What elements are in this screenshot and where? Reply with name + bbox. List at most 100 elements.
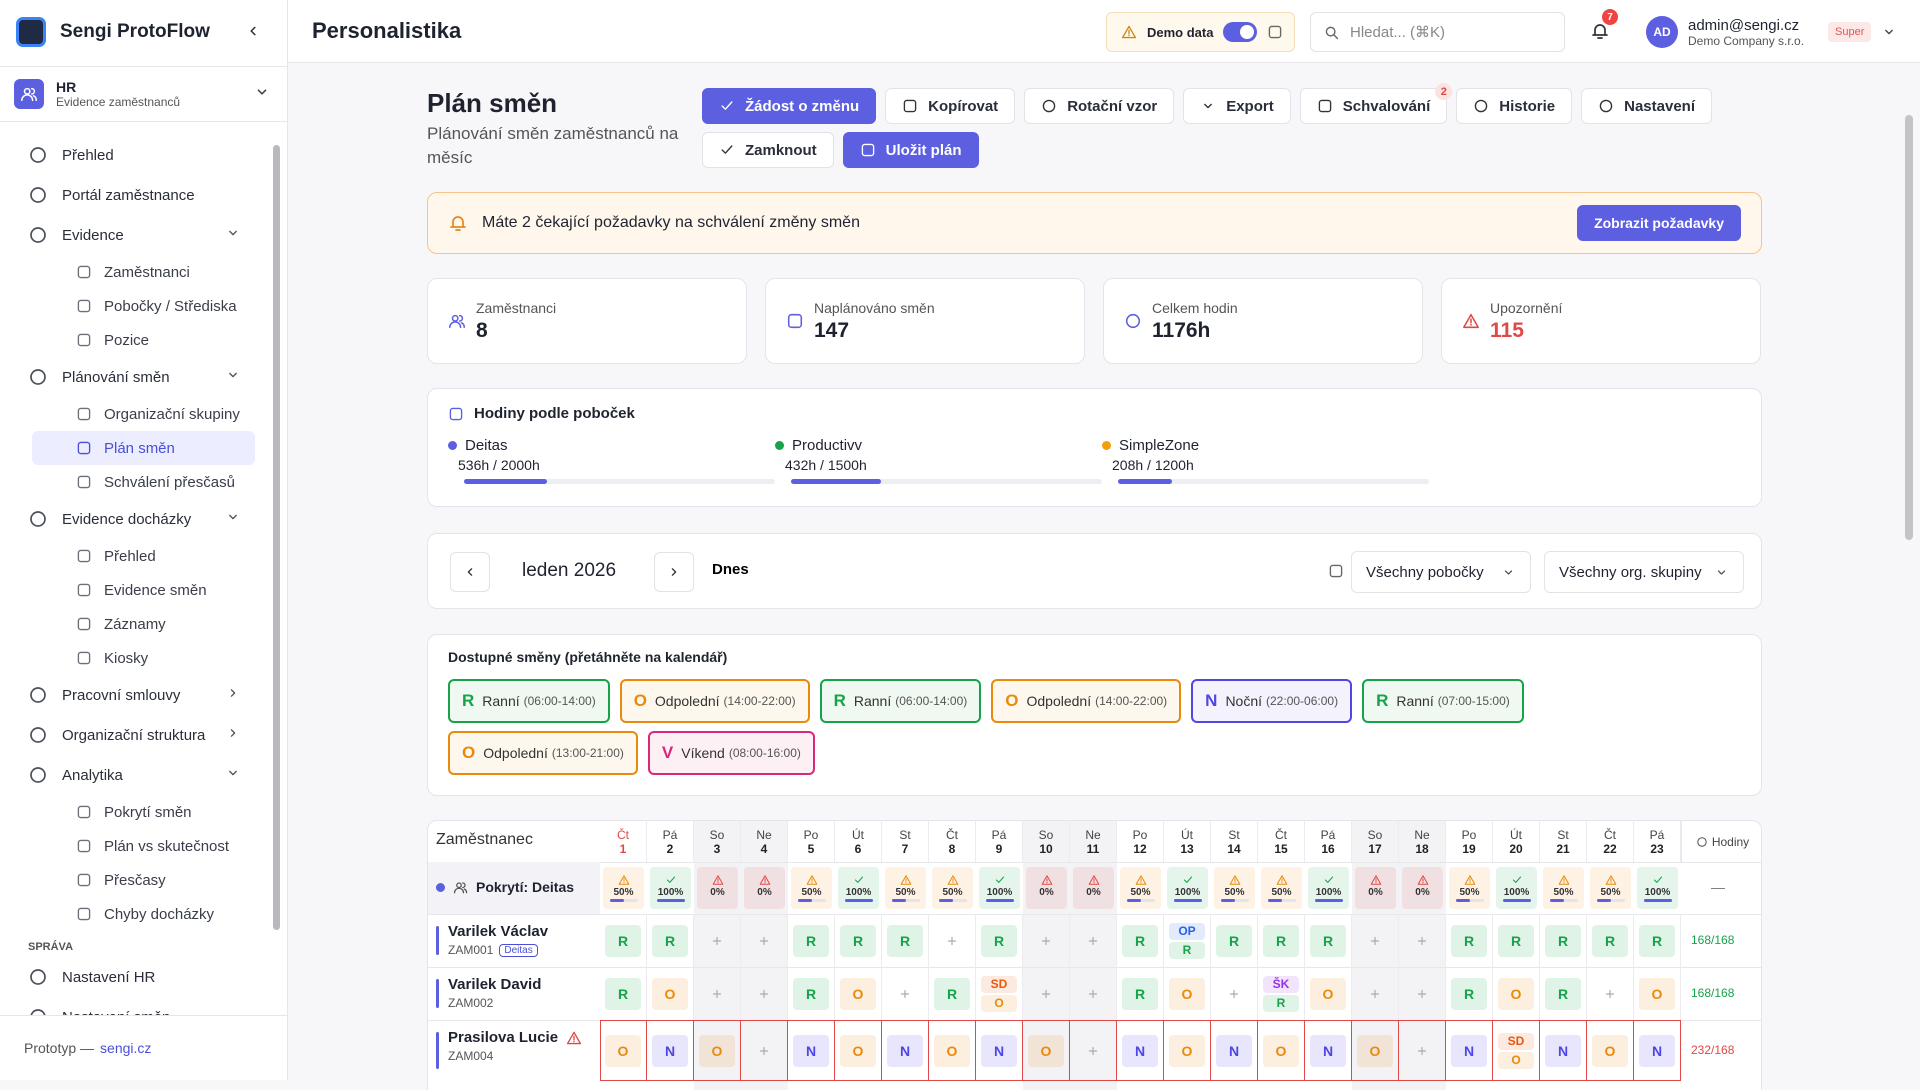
nav-item[interactable]: Plánování směn [0, 357, 287, 397]
nav-item[interactable]: Přehled [0, 135, 287, 175]
shift-chip[interactable]: O Odpolední (13:00-21:00) [448, 731, 638, 775]
nav-subitem[interactable]: Plán vs skutečnost [32, 829, 255, 863]
shift-cell[interactable]: O [1634, 967, 1681, 1020]
month-nav-button[interactable] [450, 552, 490, 592]
action-button[interactable]: Kopírovat [885, 88, 1016, 124]
shift-cell[interactable] [741, 967, 788, 1020]
nav-item[interactable]: Nastavení HR [0, 957, 287, 997]
shift-cell[interactable]: R [1587, 914, 1634, 967]
action-button[interactable]: Schvalování 2 [1299, 83, 1453, 124]
shift-cell[interactable]: R [1446, 967, 1493, 1020]
shift-cell[interactable]: R [1117, 914, 1164, 967]
shift-cell[interactable]: O [1258, 1020, 1305, 1081]
filter-select[interactable]: Všechny org. skupiny [1544, 551, 1744, 593]
shift-cell[interactable]: R [1540, 914, 1587, 967]
nav-item[interactable]: Evidence docházky [0, 499, 287, 539]
shift-cell[interactable]: R [1493, 914, 1540, 967]
shift-cell[interactable] [694, 967, 741, 1020]
shift-cell[interactable]: R [788, 914, 835, 967]
shift-cell[interactable]: R [788, 967, 835, 1020]
shift-cell[interactable] [1211, 967, 1258, 1020]
nav-item[interactable]: Nastavení směn [0, 997, 287, 1015]
alert-button[interactable]: Zobrazit požadavky [1577, 205, 1741, 241]
nav-subitem[interactable]: Zaměstnanci [32, 255, 255, 289]
shift-cell[interactable] [1070, 967, 1117, 1020]
shift-cell[interactable] [1399, 914, 1446, 967]
shift-cell[interactable] [694, 914, 741, 967]
nav-item[interactable]: Pracovní smlouvy [0, 675, 287, 715]
shift-cell[interactable]: SD O [976, 967, 1023, 1020]
shift-chip[interactable]: R Ranní (06:00-14:00) [819, 679, 982, 723]
nav-subitem[interactable]: Schválení přesčasů [32, 465, 255, 499]
notifications[interactable]: 7 [1590, 9, 1618, 46]
shift-cell[interactable]: O [1493, 967, 1540, 1020]
search-box[interactable]: Hledat... (⌘K) [1310, 12, 1565, 52]
shift-cell[interactable]: R [1305, 914, 1352, 967]
action-button[interactable]: Zamknout [702, 132, 834, 168]
shift-chip[interactable]: O Odpolední (14:00-22:00) [991, 679, 1182, 723]
shift-chip[interactable]: R Ranní (06:00-14:00) [448, 679, 610, 723]
shift-cell[interactable] [1352, 914, 1399, 967]
shift-cell[interactable]: N [1305, 1020, 1352, 1081]
user-menu[interactable]: AD admin@sengi.cz Demo Company s.r.o. Super [1646, 14, 1897, 50]
shift-cell[interactable]: R [882, 914, 929, 967]
action-button[interactable]: Nastavení [1581, 88, 1712, 124]
collapse-button[interactable] [244, 22, 262, 45]
nav-subitem[interactable]: Pokrytí směn [32, 795, 255, 829]
shift-cell[interactable]: O [647, 967, 694, 1020]
shift-cell[interactable] [1070, 914, 1117, 967]
shift-cell[interactable]: R [976, 914, 1023, 967]
shift-cell[interactable] [741, 914, 788, 967]
shift-cell[interactable]: N [1117, 1020, 1164, 1081]
shift-cell[interactable]: O [1164, 967, 1211, 1020]
action-button[interactable]: Export [1183, 88, 1291, 124]
month-nav-button[interactable] [654, 552, 694, 592]
shift-cell[interactable]: R [1446, 914, 1493, 967]
shift-cell[interactable]: R [835, 914, 882, 967]
filter-select[interactable]: Všechny pobočky [1351, 551, 1531, 593]
shift-cell[interactable] [1399, 967, 1446, 1020]
nav-item[interactable]: Analytika [0, 755, 287, 795]
shift-cell[interactable]: R [1117, 967, 1164, 1020]
action-button[interactable]: Uložit plán [842, 132, 979, 168]
shift-cell[interactable]: R [1634, 914, 1681, 967]
shift-cell[interactable]: O [694, 1020, 741, 1081]
nav-subitem[interactable]: Plán směn [32, 431, 255, 465]
shift-cell[interactable] [741, 1020, 788, 1081]
shift-cell[interactable]: O [1352, 1020, 1399, 1081]
nav-item[interactable]: Portál zaměstnance [0, 175, 287, 215]
shift-cell[interactable]: O [929, 1020, 976, 1081]
shift-cell[interactable]: R [1540, 967, 1587, 1020]
shift-cell[interactable] [882, 967, 929, 1020]
shift-cell[interactable]: O [1305, 967, 1352, 1020]
nav-subitem[interactable]: Chyby docházky [32, 897, 255, 931]
shift-cell[interactable]: N [976, 1020, 1023, 1081]
shift-cell[interactable]: N [1446, 1020, 1493, 1081]
shift-cell[interactable]: N [1540, 1020, 1587, 1081]
nav-subitem[interactable]: Přehled [32, 539, 255, 573]
demo-toggle[interactable]: Demo data [1106, 12, 1295, 52]
module-switcher[interactable]: HR Evidence zaměstnanců [0, 66, 287, 122]
shift-cell[interactable]: N [1211, 1020, 1258, 1081]
shift-cell[interactable]: O [1023, 1020, 1070, 1081]
shift-cell[interactable] [1070, 1020, 1117, 1081]
shift-chip[interactable]: V Víkend (08:00-16:00) [647, 731, 815, 775]
footer-link[interactable]: sengi.cz [100, 1040, 152, 1056]
shift-cell[interactable]: OP R [1164, 914, 1211, 967]
shift-chip[interactable]: O Odpolední (14:00-22:00) [619, 679, 810, 723]
shift-cell[interactable]: R [600, 967, 647, 1020]
nav-subitem[interactable]: Pobočky / Střediska [32, 289, 255, 323]
shift-cell[interactable] [1399, 1020, 1446, 1081]
nav-subitem[interactable]: Organizační skupiny [32, 397, 255, 431]
shift-cell[interactable] [1352, 967, 1399, 1020]
action-button[interactable]: Historie [1456, 88, 1573, 124]
action-button[interactable]: Rotační vzor [1024, 88, 1175, 124]
shift-cell[interactable]: R [1211, 914, 1258, 967]
nav-subitem[interactable]: Pozice [32, 323, 255, 357]
shift-cell[interactable]: ŠK R [1258, 967, 1305, 1020]
today-button[interactable]: Dnes [706, 560, 755, 579]
shift-cell[interactable]: O [835, 1020, 882, 1081]
shift-cell[interactable]: R [600, 914, 647, 967]
nav-subitem[interactable]: Evidence směn [32, 573, 255, 607]
shift-cell[interactable]: O [1587, 1020, 1634, 1081]
